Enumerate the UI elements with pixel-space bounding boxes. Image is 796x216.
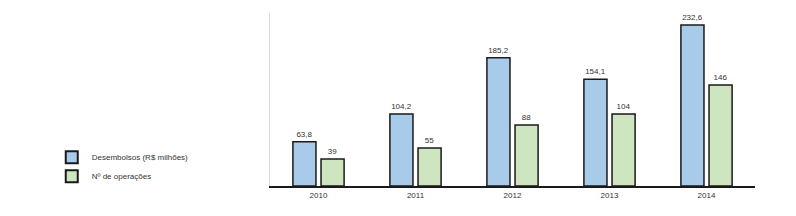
svg-text:104,2: 104,2 [391,102,412,111]
svg-text:185,2: 185,2 [488,46,509,55]
svg-text:146: 146 [714,73,728,82]
svg-text:2011: 2011 [407,191,425,200]
svg-text:2010: 2010 [310,191,328,200]
svg-text:Nº de operações: Nº de operações [92,172,151,181]
svg-text:88: 88 [522,113,531,122]
svg-text:Desembolsos (R$ milhões): Desembolsos (R$ milhões) [92,153,188,162]
svg-text:104: 104 [617,102,631,111]
svg-text:39: 39 [328,147,337,156]
svg-text:63,8: 63,8 [296,130,312,139]
svg-text:55: 55 [425,136,434,145]
svg-text:2012: 2012 [504,191,522,200]
svg-text:232,6: 232,6 [682,13,703,22]
svg-text:2013: 2013 [601,191,619,200]
svg-text:154,1: 154,1 [585,67,606,76]
svg-text:2014: 2014 [698,191,716,200]
